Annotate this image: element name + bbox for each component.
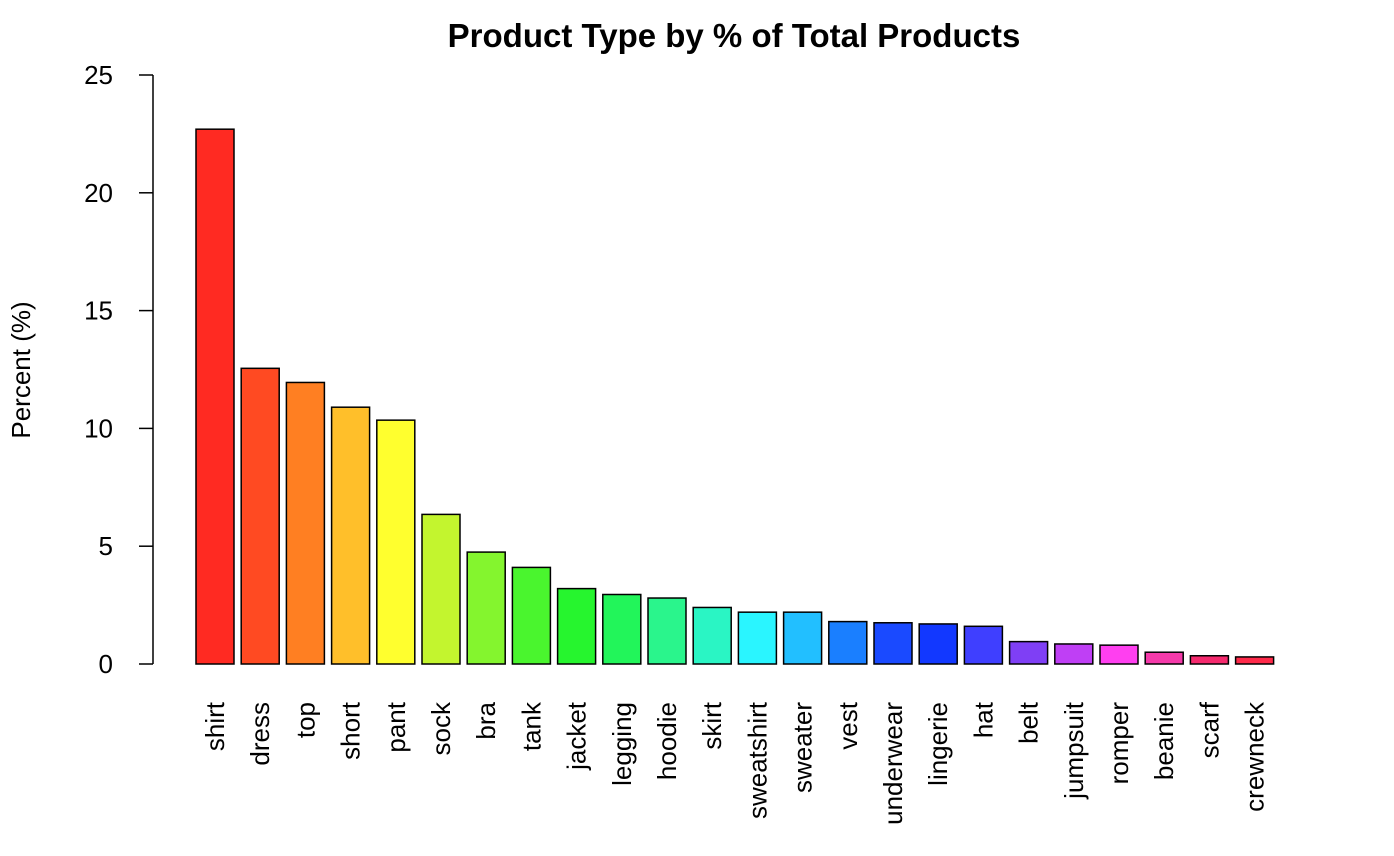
bar-sock — [421, 513, 461, 665]
x-tick-label-top: top — [290, 702, 320, 738]
x-tick-label-legging: legging — [607, 702, 637, 786]
x-tick-label-romper: romper — [1104, 702, 1134, 785]
y-tick-label: 10 — [84, 413, 113, 443]
x-tick-label-belt: belt — [1014, 701, 1044, 744]
bar-sweatshirt — [737, 611, 778, 665]
bar-lingerie — [918, 623, 958, 665]
x-tick-labels: shirt dress top short pant sock bra tank jacket l… — [200, 701, 1270, 825]
bars-group — [195, 128, 1275, 665]
y-axis-label: Percent (%) — [6, 301, 36, 438]
bar-skirt — [692, 606, 732, 665]
x-tick-label-vest: vest — [833, 701, 863, 749]
x-tick-label-sweatshirt: sweatshirt — [742, 701, 772, 819]
bar-underwear — [873, 622, 913, 665]
x-tick-label-jumpsuit: jumpsuit — [1059, 701, 1089, 800]
x-tick-label-sock: sock — [426, 701, 456, 755]
y-tick-label: 20 — [84, 178, 113, 208]
x-tick-label-tank: tank — [516, 701, 546, 751]
bar-dress — [240, 367, 280, 665]
bar-sweater — [782, 611, 823, 665]
y-axis: 0 5 10 15 20 25 — [84, 60, 154, 679]
bar-hoodie — [647, 597, 687, 665]
bar-short — [330, 406, 371, 665]
y-tick-label: 15 — [84, 296, 113, 326]
x-tick-label-hat: hat — [968, 701, 998, 738]
x-tick-label-bra: bra — [471, 701, 501, 739]
x-tick-label-beanie: beanie — [1149, 702, 1179, 780]
bar-vest — [828, 620, 868, 665]
bar-hat — [963, 625, 1004, 665]
bar-tank — [511, 566, 552, 665]
bar-legging — [602, 593, 642, 665]
x-tick-label-dress: dress — [245, 702, 275, 766]
y-tick-label: 25 — [84, 60, 113, 90]
x-tick-label-crewneck: crewneck — [1240, 701, 1270, 812]
bar-pant — [376, 419, 416, 665]
x-tick-label-short: short — [336, 701, 366, 760]
bar-shirt — [195, 128, 235, 665]
bar-jumpsuit — [1054, 643, 1094, 665]
bar-beanie — [1144, 651, 1184, 665]
bar-bra — [466, 551, 506, 665]
bar-belt — [1008, 640, 1049, 665]
bar-jacket — [556, 587, 597, 665]
bar-top — [285, 381, 326, 665]
x-tick-label-scarf: scarf — [1194, 701, 1224, 758]
bar-crewneck — [1234, 656, 1275, 665]
x-tick-label-skirt: skirt — [697, 701, 727, 749]
x-tick-label-pant: pant — [381, 701, 411, 752]
bar-scarf — [1189, 655, 1230, 665]
x-tick-label-lingerie: lingerie — [923, 702, 953, 786]
x-tick-label-hoodie: hoodie — [652, 702, 682, 780]
x-tick-label-shirt: shirt — [200, 701, 230, 751]
bar-romper — [1099, 644, 1139, 665]
y-tick-label: 5 — [99, 531, 113, 561]
x-tick-label-underwear: underwear — [878, 702, 908, 825]
y-tick-label: 0 — [99, 649, 113, 679]
x-tick-label-sweater: sweater — [788, 702, 818, 793]
chart-title: Product Type by % of Total Products — [448, 17, 1021, 54]
x-tick-label-jacket: jacket — [562, 701, 592, 771]
